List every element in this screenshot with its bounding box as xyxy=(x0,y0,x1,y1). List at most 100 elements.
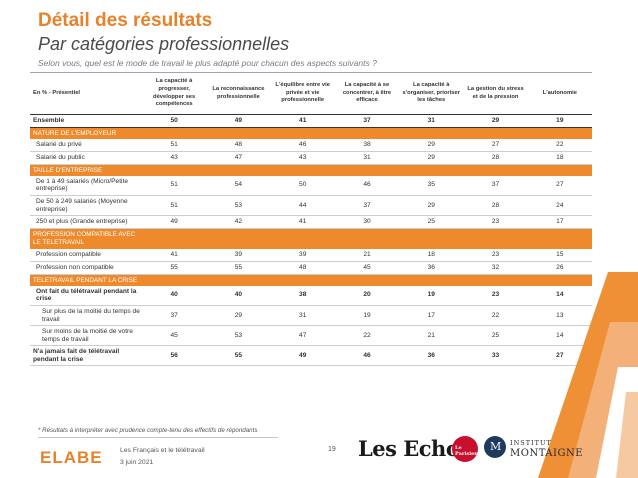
page-subtitle: Par catégories professionnelles xyxy=(38,34,290,54)
montaigne-logo-text: INSTITUT MONTAIGNE xyxy=(510,440,583,459)
section-title-text: PROFESSION COMPATIBLE AVEC LE TELETRAVAI… xyxy=(33,230,136,246)
elabe-logo: ELABE xyxy=(40,448,102,467)
footer-divider xyxy=(38,437,278,438)
table-cell: 22 xyxy=(334,325,400,346)
table-row: Profession compatible 41 39 39 21 18 23 … xyxy=(30,248,592,262)
page-title: Détail des résultats xyxy=(38,10,213,31)
table-cell: 27 xyxy=(527,345,592,366)
column-header: La capacité à s'organiser, prioriser les… xyxy=(399,72,464,115)
table-cell: 29 xyxy=(399,151,464,165)
table-cell: 39 xyxy=(270,248,335,262)
table-cell: 40 xyxy=(142,285,207,306)
table-row: Salarié du public 43 47 43 31 29 28 18 xyxy=(30,151,592,165)
table-cell: 38 xyxy=(270,285,335,306)
table-cell: 15 xyxy=(527,248,592,262)
decorative-triangle-graphic xyxy=(538,272,638,478)
table-cell: 26 xyxy=(527,261,592,275)
table-cell: 18 xyxy=(527,151,592,165)
footnote: * Résultats à interpréter avec prudence … xyxy=(38,427,258,434)
table-cell: 14 xyxy=(527,285,592,306)
table-cell: 23 xyxy=(463,215,528,229)
table-cell: 46 xyxy=(334,175,400,196)
section-header: NATURE DE L'EMPLOYEUR xyxy=(30,127,592,139)
table-cell: 47 xyxy=(206,151,271,165)
table-cell: 46 xyxy=(334,345,400,366)
table-cell: 37 xyxy=(334,114,400,128)
table-cell: 37 xyxy=(142,305,207,326)
table-cell: 43 xyxy=(142,151,207,165)
table-row: De 50 à 249 salariés (Moyenne entreprise… xyxy=(30,195,592,216)
table-cell: 48 xyxy=(270,261,335,275)
column-header: La capacité à se concentrer, à être effi… xyxy=(334,72,400,115)
table-cell: 22 xyxy=(527,138,592,152)
table-cell: 23 xyxy=(463,248,528,262)
row-label: Profession compatible xyxy=(30,248,142,262)
table-cell: 19 xyxy=(527,114,592,128)
section-header: TAILLE D'ENTREPRISE xyxy=(30,164,592,176)
table-cell: 32 xyxy=(463,261,528,275)
table-row: Sur plus de la moitié du temps de travai… xyxy=(30,305,592,326)
table-cell: 25 xyxy=(399,215,464,229)
column-header: La reconnaissance professionnelle xyxy=(206,72,271,115)
table-cell: 29 xyxy=(399,195,464,216)
footer-info: Les Français et le télétravail 3 juin 20… xyxy=(120,445,205,468)
footer-date: 3 juin 2021 xyxy=(120,458,154,466)
table-cell: 27 xyxy=(527,175,592,196)
table-cell: 43 xyxy=(270,151,335,165)
montaigne-line2: MONTAIGNE xyxy=(510,447,584,459)
table-cell: 17 xyxy=(527,215,592,229)
table-cell: 29 xyxy=(399,138,464,152)
table-cell: 21 xyxy=(399,325,464,346)
table-cell: 18 xyxy=(399,248,464,262)
table-cell: 37 xyxy=(463,175,528,196)
table-cell: 37 xyxy=(334,195,400,216)
results-table: En % - Présentiel La capacité à progress… xyxy=(30,72,592,366)
table-cell: 24 xyxy=(527,195,592,216)
table-cell: 33 xyxy=(463,345,528,366)
row-label: De 1 à 49 salariés (Micro/Petite entrepr… xyxy=(30,175,142,196)
table-cell: 49 xyxy=(206,114,271,128)
table-cell: 45 xyxy=(142,325,207,346)
section-title: NATURE DE L'EMPLOYEUR xyxy=(30,127,592,139)
table-row: Salarié du privé 51 48 46 38 29 27 22 xyxy=(30,138,592,152)
section-title: TAILLE D'ENTREPRISE xyxy=(30,164,592,176)
table-cell: 28 xyxy=(463,151,528,165)
section-header: PROFESSION COMPATIBLE AVEC LE TELETRAVAI… xyxy=(30,228,592,249)
table-row: 250 et plus (Grande entreprise) 49 42 41… xyxy=(30,215,592,229)
row-label: De 50 à 249 salariés (Moyenne entreprise… xyxy=(30,195,142,216)
table-cell: 49 xyxy=(270,345,335,366)
montaigne-initial: M xyxy=(490,440,502,453)
column-header: L'autonomie xyxy=(527,72,592,115)
table-cell: 55 xyxy=(142,261,207,275)
table-cell: 25 xyxy=(463,325,528,346)
table-cell: 51 xyxy=(142,195,207,216)
table-cell: 40 xyxy=(206,285,271,306)
section-title: PROFESSION COMPATIBLE AVEC LE TELETRAVAI… xyxy=(30,228,592,249)
row-label: N'a jamais fait de télétravail pendant l… xyxy=(30,345,142,366)
table-cell: 36 xyxy=(399,261,464,275)
section-title: TELETRAVAIL PENDANT LA CRISE xyxy=(30,274,592,286)
table-row: Ont fait du télétravail pendant la crise… xyxy=(30,285,592,306)
parisien-logo: Le Parisien xyxy=(452,436,478,462)
table-row: De 1 à 49 salariés (Micro/Petite entrepr… xyxy=(30,175,592,196)
table-row-ensemble: Ensemble 50 49 41 37 31 29 19 xyxy=(30,114,592,128)
table-cell: 19 xyxy=(334,305,400,326)
column-header: L'équilibre entre vie privée et vie prof… xyxy=(270,72,335,115)
table-cell: 38 xyxy=(334,138,400,152)
table-cell: 29 xyxy=(206,305,271,326)
page-number: 19 xyxy=(328,446,336,453)
results-table-container: En % - Présentiel La capacité à progress… xyxy=(30,72,592,366)
table-row: Sur moins de la moitié de votre temps de… xyxy=(30,325,592,346)
table-cell: 39 xyxy=(206,248,271,262)
table-cell: 46 xyxy=(270,138,335,152)
table-cell: 42 xyxy=(206,215,271,229)
table-cell: 28 xyxy=(463,195,528,216)
table-cell: 50 xyxy=(270,175,335,196)
elabe-logo-text: ELABE xyxy=(40,448,102,467)
table-cell: 54 xyxy=(206,175,271,196)
row-label: Ont fait du télétravail pendant la crise xyxy=(30,285,142,306)
table-cell: 23 xyxy=(463,285,528,306)
table-cell: 17 xyxy=(399,305,464,326)
table-cell: 50 xyxy=(142,114,207,128)
table-cell: 53 xyxy=(206,325,271,346)
